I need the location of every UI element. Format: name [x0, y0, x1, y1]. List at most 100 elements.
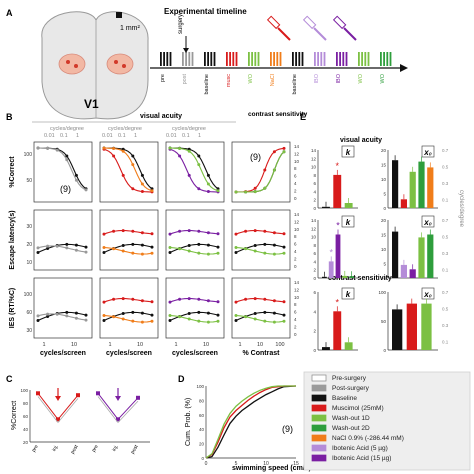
data-point	[272, 231, 276, 235]
series-line	[103, 314, 153, 323]
data-point	[168, 319, 172, 322]
legend-swatch	[311, 454, 327, 462]
c-xtick: inj.	[51, 444, 59, 453]
subplot-frame	[231, 141, 291, 203]
legend-label: Ibotenic Acid (5 µg)	[332, 445, 388, 452]
data-point	[216, 232, 220, 236]
series-line	[235, 246, 285, 255]
data-point	[206, 231, 210, 235]
bar	[344, 342, 353, 350]
data-point	[234, 319, 238, 322]
d-xtick: 15	[293, 461, 299, 467]
legend-box	[303, 371, 471, 471]
e-right-tick: 0.1	[442, 340, 449, 345]
bottom-tick: 1	[238, 342, 241, 348]
subplot-frame	[99, 209, 159, 271]
data-point	[168, 251, 172, 254]
data-point	[187, 244, 191, 247]
data-point	[121, 312, 125, 315]
data-point	[282, 313, 286, 317]
top-tick-label: 0.1	[60, 133, 68, 139]
data-point	[121, 173, 125, 177]
row-tick: 50	[26, 178, 32, 184]
data-point	[46, 312, 50, 316]
data-point	[282, 150, 286, 154]
series-line	[103, 148, 152, 193]
e-tick: 4	[313, 309, 316, 314]
timeline-bar	[364, 52, 367, 66]
timeline-stage-label: pre	[160, 74, 166, 82]
bar	[322, 347, 330, 350]
significance-star: *	[336, 221, 340, 231]
data-point	[187, 297, 191, 301]
e-tick: 0	[313, 206, 316, 211]
timeline-bar	[314, 52, 316, 66]
scale-label: 1 mm²	[120, 25, 141, 32]
bottom-axis-label: cycles/screen	[172, 350, 218, 357]
e-right-tick: 0.7	[442, 148, 449, 153]
c-series-line	[37, 392, 79, 421]
data-point	[197, 310, 201, 314]
timeline-stage-label: WO	[380, 73, 386, 83]
data-point	[234, 232, 238, 236]
legend-label: Wash-out 2D	[332, 425, 370, 432]
panel-a-letter: A	[6, 8, 13, 18]
right-tick: 8	[294, 166, 297, 171]
data-point	[197, 242, 201, 246]
data-point	[206, 320, 210, 324]
right-tick: 14	[294, 212, 300, 217]
row-tick: 100	[24, 292, 33, 298]
data-point	[65, 242, 69, 246]
right-tick: 10	[294, 295, 300, 300]
timeline-bar	[251, 52, 253, 66]
row-tick: 30	[26, 224, 32, 230]
panel-d-letter: D	[178, 374, 185, 384]
legend-label: Wash-out 1D	[332, 415, 370, 422]
bottom-tick: 10	[137, 342, 143, 348]
data-point	[263, 242, 267, 246]
legend-swatch	[311, 404, 327, 412]
legend-swatch	[311, 434, 327, 442]
series-line	[235, 230, 285, 235]
data-point	[65, 246, 69, 250]
d-ytick: 80	[199, 398, 205, 403]
e-right-tick: 0.3	[442, 323, 449, 328]
bar	[328, 261, 334, 278]
legend-swatch	[311, 424, 327, 432]
legend-swatch	[311, 384, 327, 392]
data-point	[131, 319, 135, 323]
data-point	[187, 312, 191, 315]
subplot-frame	[165, 209, 225, 271]
bar	[406, 303, 417, 350]
timeline-bar	[320, 52, 323, 66]
data-point	[65, 310, 69, 314]
right-tick: 12	[294, 151, 300, 156]
legend-label: Ibotenic Acid (15 µg)	[332, 455, 391, 462]
e-tick: 6	[313, 181, 316, 186]
data-point	[74, 243, 78, 247]
data-point	[36, 246, 40, 250]
right-tick: 6	[294, 174, 297, 179]
series-line	[37, 311, 87, 321]
data-point	[140, 299, 144, 303]
data-point	[282, 300, 286, 304]
legend-label: Baseline	[332, 395, 357, 402]
d-series-line	[205, 385, 296, 459]
data-point	[112, 315, 116, 319]
subplot-frame	[231, 277, 291, 339]
data-point	[84, 250, 88, 254]
timeline-bar	[235, 52, 238, 66]
data-point	[140, 190, 144, 193]
timeline-bar	[345, 52, 348, 66]
data-point	[206, 299, 210, 303]
legend-label: Post-surgery	[332, 385, 370, 392]
data-point	[102, 251, 106, 254]
series-line	[104, 147, 153, 192]
data-point	[197, 163, 201, 167]
e-tick: 100	[378, 290, 386, 295]
e-param-label: x₀	[423, 290, 432, 299]
right-tick: 8	[294, 234, 297, 239]
data-point	[234, 190, 238, 194]
bar	[344, 203, 353, 208]
e-tick: 4	[313, 189, 316, 194]
